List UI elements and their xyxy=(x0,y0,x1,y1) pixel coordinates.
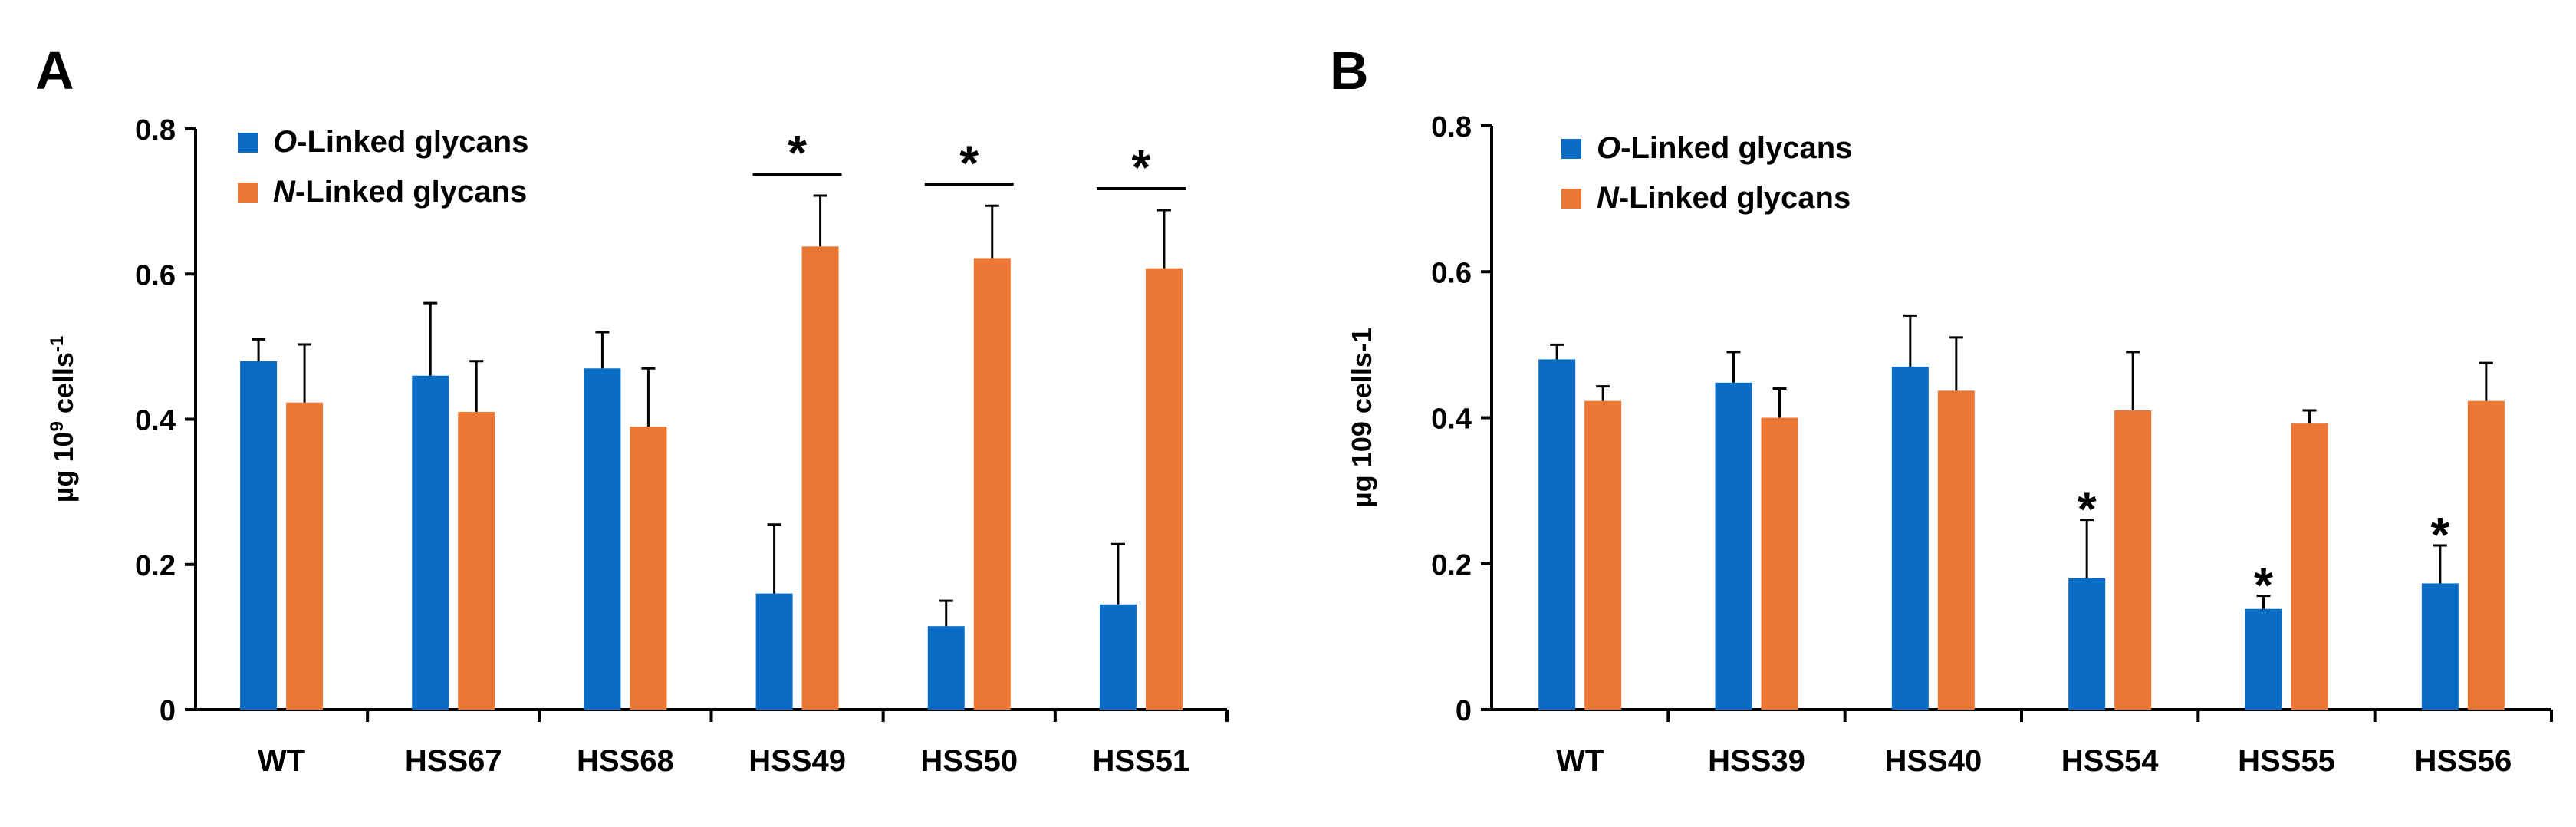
legend-swatch-o-linked xyxy=(238,133,258,153)
bar-o-linked xyxy=(584,368,621,710)
chart-panel-a: A 0 0.2 0.4 0.6 0.8 µg 109 cells-1 WT HSS67 HSS68… xyxy=(0,0,1265,823)
legend-label-n-linked: N-Linked glycans xyxy=(273,175,527,209)
significance-star: * xyxy=(959,135,979,190)
y-tick-label: 0.8 xyxy=(1431,111,1472,143)
bar-o-linked xyxy=(927,626,965,710)
bar-o-linked xyxy=(412,375,449,710)
y-tick-label: 0.2 xyxy=(1431,549,1472,582)
legend-label-o-linked: O-Linked glycans xyxy=(273,125,528,159)
legend-label-n-linked: N-Linked glycans xyxy=(1597,181,1851,215)
x-tick-label: WT xyxy=(1556,744,1604,778)
bar-o-linked xyxy=(1715,382,1752,710)
bar-o-linked xyxy=(1891,366,1929,710)
y-tick-label: 0.2 xyxy=(135,550,176,582)
legend-swatch-n-linked xyxy=(238,183,258,203)
bar-n-linked xyxy=(2291,423,2328,710)
x-tick-label: HSS39 xyxy=(1708,744,1805,778)
y-axis-label: µg 109 cells-1 xyxy=(47,336,80,503)
panel-label: A xyxy=(35,41,74,100)
y-axis-label: µg 109 cells-1 xyxy=(1346,328,1377,508)
y-tick-label: 0 xyxy=(160,695,176,727)
bar-o-linked xyxy=(240,361,278,710)
significance-star: * xyxy=(1131,140,1150,195)
x-tick-label: HSS68 xyxy=(577,744,674,778)
legend-label-o-linked: O-Linked glycans xyxy=(1597,131,1852,165)
bar-o-linked xyxy=(1099,604,1137,710)
chart-a-svg: A 0 0.2 0.4 0.6 0.8 µg 109 cells-1 WT HSS67 HSS68… xyxy=(35,41,1229,778)
y-tick-label: 0.4 xyxy=(135,405,176,437)
y-tick-label: 0 xyxy=(1456,695,1472,727)
bar-n-linked xyxy=(2114,410,2152,710)
x-tick-label: WT xyxy=(258,744,305,778)
legend-swatch-n-linked xyxy=(1561,189,1581,209)
x-tick-label: HSS51 xyxy=(1093,744,1190,778)
bar-n-linked xyxy=(1584,400,1622,710)
bar-n-linked xyxy=(801,246,839,710)
bar-n-linked xyxy=(973,258,1011,710)
bar-n-linked xyxy=(630,426,667,710)
significance-star: * xyxy=(2078,482,2097,537)
x-tick-label: HSS55 xyxy=(2238,744,2335,778)
significance-star: * xyxy=(788,125,807,180)
legend-swatch-o-linked xyxy=(1561,139,1581,159)
bar-o-linked xyxy=(2068,578,2106,710)
x-tick-label: HSS40 xyxy=(1884,744,1982,778)
significance-star: * xyxy=(2254,558,2273,613)
x-tick-label: HSS49 xyxy=(748,744,846,778)
y-tick-label: 0.6 xyxy=(1431,257,1472,289)
y-tick-label: 0.6 xyxy=(135,259,176,292)
chart-panel-b: B 0 0.2 0.4 0.6 0.8 µg 109 cells-1 WT HSS39 HSS40… xyxy=(1304,0,2576,823)
y-tick-label: 0.8 xyxy=(135,114,176,147)
bar-n-linked xyxy=(2467,400,2505,710)
bar-o-linked xyxy=(1538,359,1576,710)
bar-o-linked xyxy=(2245,608,2282,710)
bar-o-linked xyxy=(2421,583,2459,710)
x-tick-label: HSS56 xyxy=(2414,744,2512,778)
bar-n-linked xyxy=(286,402,324,710)
y-tick-label: 0.4 xyxy=(1431,404,1472,436)
x-tick-label: HSS50 xyxy=(920,744,1018,778)
bar-o-linked xyxy=(755,593,793,710)
x-tick-label: HSS54 xyxy=(2061,744,2159,778)
significance-star: * xyxy=(2430,507,2449,562)
bar-n-linked xyxy=(1761,417,1798,710)
bar-n-linked xyxy=(1145,268,1183,710)
bar-n-linked xyxy=(458,412,495,710)
panel-label: B xyxy=(1330,41,1369,100)
chart-b-svg: B 0 0.2 0.4 0.6 0.8 µg 109 cells-1 WT HSS39 HSS40… xyxy=(1330,41,2553,778)
bar-n-linked xyxy=(1937,390,1975,710)
x-tick-label: HSS67 xyxy=(405,744,502,778)
